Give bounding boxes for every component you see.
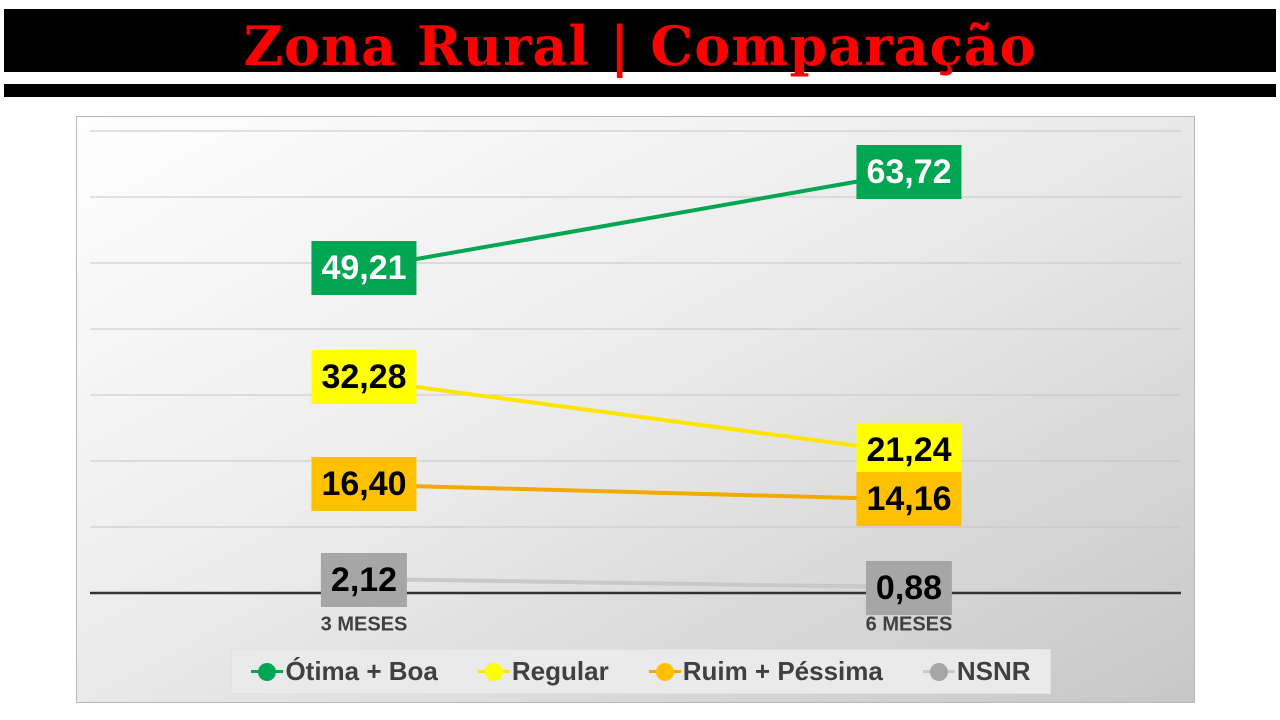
- legend-dot-swatch: [258, 662, 277, 681]
- legend-label: Ótima + Boa: [285, 656, 438, 686]
- series-line--tima-boa: [363, 170, 910, 271]
- legend-label: Ruim + Péssima: [682, 656, 883, 686]
- legend-dot-swatch: [655, 662, 674, 681]
- series-line-ruim-p-ssima: [363, 482, 910, 502]
- chart-plot-area: [90, 130, 1181, 595]
- legend-item-nsnr: NSNR: [922, 656, 1031, 687]
- legend-marker-icon: [251, 662, 284, 682]
- legend: Ótima + Boa Regular Ruim + Péssima NSNR: [231, 649, 1051, 694]
- legend-label: Regular: [511, 656, 609, 686]
- legend-dot-swatch: [929, 662, 948, 681]
- legend-item--tima-boa: Ótima + Boa: [251, 656, 438, 687]
- title-underline-bar: [4, 84, 1276, 97]
- chart-panel: 49,21 63,72 32,28 21,24 16,40 14,16 2,12 0,88 3…: [76, 116, 1195, 703]
- legend-item-regular: Regular: [477, 656, 609, 687]
- page-title: Zona Rural | Comparação: [243, 13, 1037, 78]
- series-line-nsnr: [363, 577, 910, 590]
- legend-marker-icon: [922, 662, 955, 682]
- series-line-regular: [363, 377, 910, 455]
- legend-dot-swatch: [484, 662, 503, 681]
- legend-item-ruim-p-ssima: Ruim + Péssima: [648, 656, 883, 687]
- title-banner: Zona Rural | Comparação: [4, 9, 1276, 78]
- legend-marker-icon: [648, 662, 681, 682]
- legend-label: NSNR: [956, 656, 1031, 686]
- legend-marker-icon: [477, 662, 510, 682]
